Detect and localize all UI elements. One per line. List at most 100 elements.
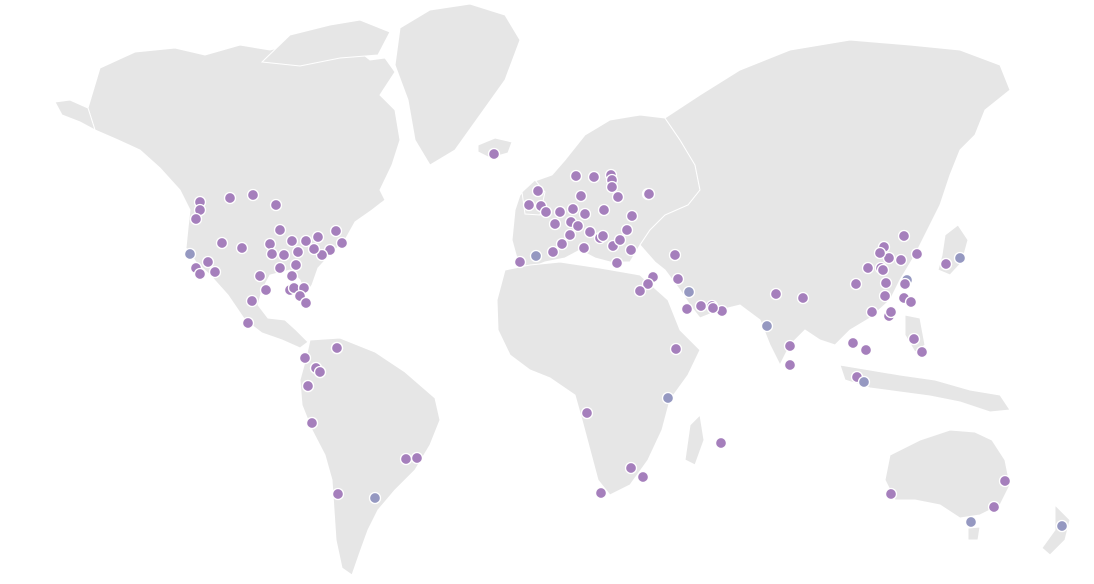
location-marker-rio[interactable] (410, 451, 424, 465)
location-marker-wuhan[interactable] (879, 276, 893, 290)
location-marker-calgary[interactable] (246, 188, 260, 202)
location-marker-paris[interactable] (539, 205, 553, 219)
location-marker-perth[interactable] (884, 487, 898, 501)
location-marker-detroit[interactable] (299, 234, 313, 248)
location-marker-warsaw[interactable] (578, 207, 592, 221)
location-marker-luanda[interactable] (580, 406, 594, 420)
location-marker-indianapolis[interactable] (291, 245, 305, 259)
location-marker-belgrade[interactable] (613, 233, 627, 247)
location-marker-busan[interactable] (910, 247, 924, 261)
location-marker-baghdad[interactable] (671, 272, 685, 286)
location-marker-vienna[interactable] (583, 225, 597, 239)
location-marker-prague[interactable] (571, 219, 585, 233)
location-marker-shenyang[interactable] (897, 229, 911, 243)
location-marker-berlin[interactable] (574, 189, 588, 203)
location-marker-kunming[interactable] (865, 305, 879, 319)
location-marker-oklahoma[interactable] (259, 283, 273, 297)
location-marker-bucharest[interactable] (620, 223, 634, 237)
location-marker-santiago[interactable] (331, 487, 345, 501)
location-marker-singapore[interactable] (857, 375, 871, 389)
location-marker-tallinn[interactable] (605, 180, 619, 194)
location-marker-new-orleans[interactable] (241, 316, 255, 330)
location-marker-djibouti[interactable] (669, 342, 683, 356)
location-marker-brussels[interactable] (548, 217, 562, 231)
location-marker-moscow[interactable] (642, 187, 656, 201)
location-marker-hangzhou[interactable] (878, 289, 892, 303)
location-marker-las-vegas[interactable] (208, 265, 222, 279)
location-marker-lisbon[interactable] (513, 255, 527, 269)
location-marker-omaha[interactable] (265, 247, 279, 261)
location-marker-austin[interactable] (299, 296, 313, 310)
location-marker-hong-kong[interactable] (904, 295, 918, 309)
location-marker-oslo[interactable] (587, 170, 601, 184)
location-marker-zurich[interactable] (563, 228, 577, 242)
location-marker-london[interactable] (531, 184, 545, 198)
location-marker-columbus[interactable] (289, 258, 303, 272)
location-marker-chongqing[interactable] (861, 261, 875, 275)
location-marker-colombo[interactable] (783, 358, 797, 372)
location-marker-manila[interactable] (907, 332, 921, 346)
location-marker-copenhagen[interactable] (569, 169, 583, 183)
location-marker-brisbane[interactable] (998, 474, 1012, 488)
location-marker-los-angeles[interactable] (193, 267, 207, 281)
location-marker-ashburn[interactable] (307, 242, 321, 256)
location-marker-auckland[interactable] (1055, 519, 1069, 533)
location-marker-athens[interactable] (624, 243, 638, 257)
location-marker-jacksonville[interactable] (298, 351, 312, 365)
location-marker-nanning[interactable] (873, 246, 887, 260)
location-marker-muscat[interactable] (706, 301, 720, 315)
location-marker-montreal[interactable] (329, 224, 343, 238)
location-marker-zhengzhou[interactable] (894, 253, 908, 267)
location-marker-salt-lake[interactable] (223, 191, 237, 205)
location-marker-memphis[interactable] (285, 269, 299, 283)
location-marker-reykjavik[interactable] (487, 147, 501, 161)
location-marker-riga[interactable] (611, 190, 625, 204)
location-marker-delhi[interactable] (796, 291, 810, 305)
location-marker-denver[interactable] (235, 241, 249, 255)
location-marker-madrid[interactable] (529, 249, 543, 263)
location-marker-shenzhen[interactable] (884, 305, 898, 319)
location-marker-winnipeg[interactable] (269, 198, 283, 212)
location-marker-chengdu[interactable] (849, 277, 863, 291)
location-marker-kuwait[interactable] (682, 285, 696, 299)
location-marker-johannesburg[interactable] (624, 461, 638, 475)
location-marker-philadelphia[interactable] (315, 248, 329, 262)
location-marker-boston[interactable] (335, 236, 349, 250)
location-marker-vilnius[interactable] (597, 203, 611, 217)
location-marker-cebu[interactable] (915, 345, 929, 359)
location-marker-mumbai[interactable] (760, 319, 774, 333)
location-marker-quito[interactable] (301, 379, 315, 393)
location-marker-kansas-city[interactable] (263, 237, 277, 251)
location-marker-phoenix[interactable] (215, 236, 229, 250)
location-marker-dublin[interactable] (522, 198, 536, 212)
location-marker-taipei[interactable] (876, 263, 890, 277)
location-marker-lima[interactable] (305, 416, 319, 430)
location-marker-buenos-aires[interactable] (368, 491, 382, 505)
location-marker-karachi[interactable] (769, 287, 783, 301)
location-marker-portland-b[interactable] (189, 212, 203, 226)
location-marker-st-louis[interactable] (277, 248, 291, 262)
location-marker-shanghai[interactable] (898, 277, 912, 291)
location-marker-istanbul[interactable] (610, 256, 624, 270)
location-marker-amsterdam[interactable] (553, 205, 567, 219)
location-marker-caracas[interactable] (330, 341, 344, 355)
location-marker-sydney[interactable] (987, 500, 1001, 514)
location-marker-nashville[interactable] (273, 261, 287, 275)
location-marker-mauritius[interactable] (714, 436, 728, 450)
location-marker-amman[interactable] (641, 277, 655, 291)
location-marker-bangkok[interactable] (846, 336, 860, 350)
location-marker-cape-town[interactable] (594, 486, 608, 500)
location-marker-milan[interactable] (577, 241, 591, 255)
location-marker-hamburg[interactable] (566, 202, 580, 216)
location-marker-hanoi[interactable] (859, 343, 873, 357)
location-marker-riyadh[interactable] (680, 302, 694, 316)
location-marker-chicago[interactable] (285, 234, 299, 248)
location-marker-medellin[interactable] (313, 365, 327, 379)
location-marker-barcelona[interactable] (546, 245, 560, 259)
location-marker-sao-paulo[interactable] (399, 452, 413, 466)
location-marker-durban[interactable] (636, 470, 650, 484)
location-marker-budapest[interactable] (596, 229, 610, 243)
location-marker-cairo[interactable] (633, 284, 647, 298)
location-marker-bahrain[interactable] (694, 299, 708, 313)
location-marker-sofia[interactable] (625, 209, 639, 223)
